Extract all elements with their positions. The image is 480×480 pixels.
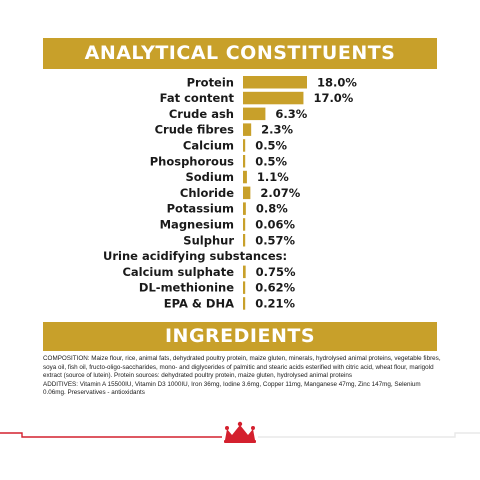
ingredients-text: COMPOSITION: Maize flour, rice, animal f…	[43, 355, 443, 398]
footer-grey-line	[258, 432, 480, 438]
constituent-value: 18.0%	[317, 75, 357, 89]
constituent-label: Crude fibres	[155, 123, 235, 137]
constituent-value: 0.21%	[255, 296, 295, 310]
constituent-value: 2.07%	[260, 186, 300, 200]
constituent-bar	[243, 107, 266, 121]
constituent-bar	[243, 76, 307, 89]
analytical-constituents-title: ANALYTICAL CONSTITUENTS	[84, 42, 396, 64]
ingredients-title: INGREDIENTS	[164, 325, 316, 347]
constituent-value: 0.8%	[256, 202, 288, 216]
constituent-bar	[243, 297, 246, 310]
constituent-label: Urine acidifying substances:	[103, 249, 287, 263]
constituent-value: 2.3%	[261, 123, 293, 137]
constituent-bar	[243, 218, 246, 231]
constituent-bar	[243, 123, 252, 136]
constituent-bar	[243, 139, 246, 152]
constituent-label: Phosphorous	[150, 154, 234, 168]
constituent-bar	[243, 202, 246, 215]
constituent-bar	[243, 170, 247, 184]
constituent-label: EPA & DHA	[164, 296, 234, 310]
constituent-label: Crude ash	[169, 107, 234, 121]
footer-band	[0, 421, 480, 443]
constituent-label: Magnesium	[160, 217, 234, 231]
constituent-value: 0.5%	[255, 154, 287, 168]
constituent-bar	[243, 265, 246, 279]
constituents-bar-chart: Protein 18.0% Fat content 17.0% Crude ash 6.3…	[103, 75, 357, 310]
constituent-value: 0.75%	[256, 265, 296, 279]
composition-text: COMPOSITION: Maize flour, rice, animal f…	[43, 355, 441, 380]
constituent-label: Fat content	[160, 91, 235, 105]
footer-red-line	[0, 432, 222, 438]
analytical-constituents-banner: ANALYTICAL CONSTITUENTS	[43, 38, 437, 69]
constituent-bar	[243, 281, 246, 294]
constituent-label: Sulphur	[183, 233, 234, 247]
constituent-bar	[243, 91, 304, 105]
constituent-bar	[243, 234, 246, 247]
constituent-value: 0.57%	[255, 233, 295, 247]
constituent-value: 6.3%	[275, 107, 307, 121]
constituent-label: DL-methionine	[139, 281, 234, 295]
constituent-label: Potassium	[167, 202, 234, 216]
additives-text: ADDITIVES: Vitamin A 15500IU, Vitamin D3…	[43, 380, 421, 397]
constituent-label: Calcium sulphate	[122, 265, 234, 279]
constituent-value: 17.0%	[313, 91, 353, 105]
crown-icon	[224, 421, 256, 443]
constituent-value: 1.1%	[257, 170, 289, 184]
constituent-label: Protein	[187, 75, 234, 89]
constituent-bar	[243, 186, 251, 200]
ingredients-banner: INGREDIENTS	[43, 322, 437, 351]
constituent-value: 0.06%	[255, 217, 295, 231]
constituent-bar	[243, 155, 246, 168]
constituent-label: Calcium	[183, 138, 234, 152]
constituent-value: 0.62%	[255, 281, 295, 295]
constituent-label: Sodium	[185, 170, 234, 184]
constituent-label: Chloride	[180, 186, 234, 200]
constituent-value: 0.5%	[255, 138, 287, 152]
